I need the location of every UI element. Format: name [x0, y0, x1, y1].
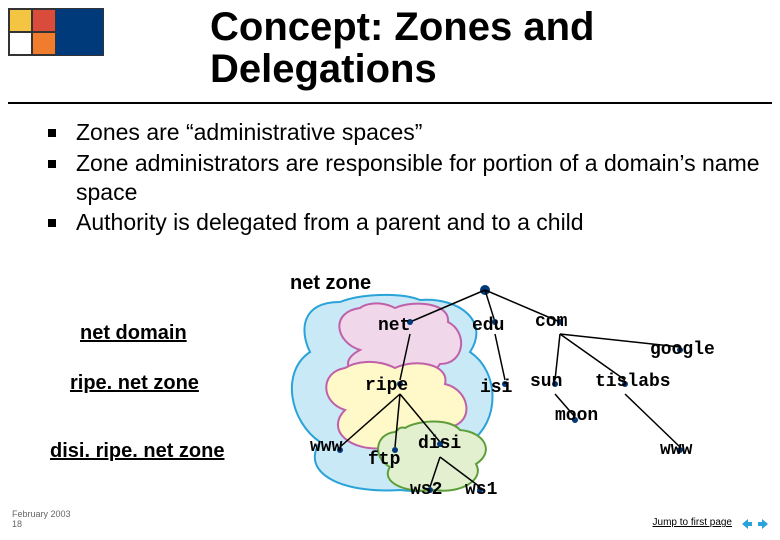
bullet-item: Zones are “administrative spaces” [70, 118, 760, 147]
node-disi: disi [418, 434, 461, 454]
title-rule [8, 102, 772, 104]
node-com: com [535, 312, 567, 332]
bullet-item: Authority is delegated from a parent and… [70, 208, 760, 237]
jump-to-first-link[interactable]: Jump to first page [653, 517, 732, 528]
label-net-zone: net zone [290, 272, 371, 295]
next-arrow-icon[interactable] [756, 516, 772, 532]
node-www1: www [310, 437, 342, 457]
logo [8, 8, 104, 56]
node-ftp: ftp [368, 450, 400, 470]
bullet-list: Zones are “administrative spaces” Zone a… [70, 118, 760, 239]
node-www2: www [660, 440, 692, 460]
slide-title: Concept: Zones and Delegations [210, 6, 780, 90]
prev-arrow-icon[interactable] [738, 516, 754, 532]
node-moon: moon [555, 406, 598, 426]
node-isi: isi [480, 378, 512, 398]
node-edu: edu [472, 316, 504, 336]
node-ripe: ripe [365, 376, 408, 396]
label-net-domain: net domain [80, 322, 187, 345]
label-ripe-net-zone: ripe. net zone [70, 372, 199, 395]
node-tislabs: tislabs [595, 372, 671, 392]
footer-date: February 2003 18 [12, 510, 71, 530]
node-net: net [378, 316, 410, 336]
node-ws2: ws2 [410, 480, 442, 500]
footer-date-text: February 2003 [12, 509, 71, 519]
nav-arrows [738, 516, 772, 532]
diagram: net zone net domain ripe. net zone disi.… [0, 272, 780, 502]
bullet-item: Zone administrators are responsible for … [70, 149, 760, 207]
node-sun: sun [530, 372, 562, 392]
node-ws1: ws1 [465, 480, 497, 500]
node-google: google [650, 340, 715, 360]
footer-page-num: 18 [12, 519, 22, 529]
label-disi-ripe-net-zone: disi. ripe. net zone [50, 440, 224, 463]
